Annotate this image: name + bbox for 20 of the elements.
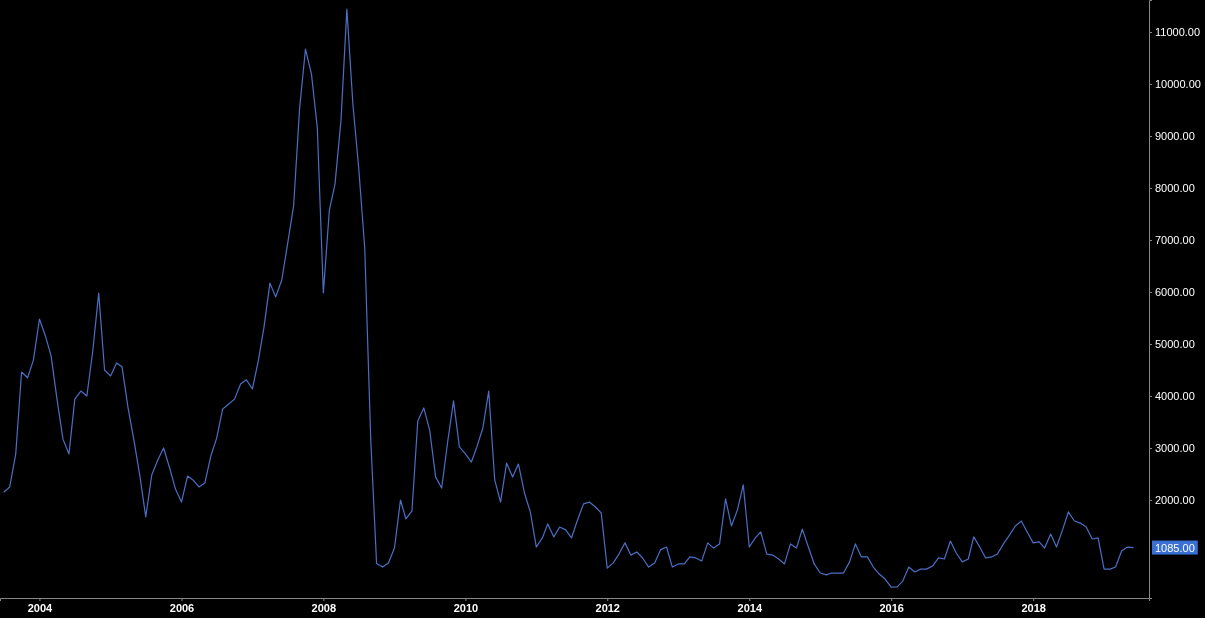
x-tick-label: 2012 [595, 601, 620, 614]
y-tick-label: 11000.00 [1155, 26, 1201, 38]
x-tick-label: 2004 [27, 601, 54, 614]
y-tick-label: 8000.00 [1155, 182, 1195, 194]
x-tick-label: 2010 [453, 601, 479, 614]
x-tick-label: 2006 [169, 601, 195, 614]
y-tick-label: 3000.00 [1155, 442, 1195, 454]
x-tick-label: 2016 [879, 601, 904, 614]
y-tick-label: 6000.00 [1155, 286, 1195, 298]
y-tick-label: 9000.00 [1155, 130, 1195, 142]
x-tick-label: 2008 [311, 601, 337, 614]
y-tick-label: 7000.00 [1155, 234, 1195, 246]
x-tick-label: 2018 [1021, 601, 1046, 614]
line-series [3, 8, 1135, 588]
x-tick-label: 2014 [737, 601, 763, 614]
y-tick-label: 4000.00 [1155, 390, 1195, 402]
y-tick-label: 2000.00 [1155, 494, 1195, 506]
text: 1085.00 [1155, 541, 1195, 554]
y-tick-label: 10000.00 [1155, 78, 1201, 90]
y-tick-label: 5000.00 [1155, 338, 1195, 350]
